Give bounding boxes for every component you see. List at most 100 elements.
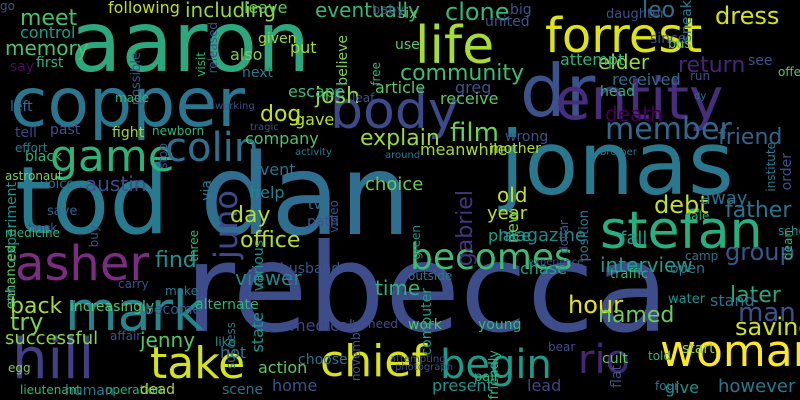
word-place: place [488, 226, 532, 245]
word-working: working [215, 101, 255, 112]
word-give: give [665, 378, 699, 397]
word-old: old [497, 183, 528, 207]
word-order: order [779, 153, 795, 191]
word-chase: chase [520, 259, 567, 278]
word-fall: fall [620, 228, 648, 249]
word-jonas: jonas [500, 112, 734, 215]
word-viewer: viewer [235, 266, 302, 290]
word-action: action [258, 358, 308, 377]
word-choice: choice [365, 174, 424, 195]
word-effort: effort [15, 141, 48, 155]
word-leaf: leaf [352, 91, 375, 105]
word-gave: gave [295, 110, 335, 129]
word-released: released [206, 22, 220, 74]
word-named: named [598, 303, 675, 328]
word-around: around [385, 150, 421, 161]
word-forrest: forrest [545, 8, 703, 64]
word-find: find [155, 248, 197, 273]
word-three: three [187, 230, 201, 262]
word-escape: escape [288, 82, 345, 101]
word-hour: hour [568, 291, 623, 319]
word-jenny: jenny [140, 328, 196, 352]
word-copper: copper [10, 64, 246, 143]
word-voice: voice [40, 177, 75, 192]
word-united: united [485, 14, 530, 30]
word-article: article [375, 78, 426, 97]
word-daughter: daughter [606, 7, 666, 22]
word-present: present [432, 376, 493, 395]
word-later: later [730, 283, 781, 308]
word-given: given [258, 31, 297, 47]
word-day: day [230, 203, 271, 228]
word-green: green [409, 225, 423, 260]
word-fight: fight [112, 125, 145, 141]
word-chief: chief [320, 336, 427, 387]
word-entity: entity [555, 65, 724, 133]
word-video: video [327, 200, 341, 233]
word-black: black [25, 149, 63, 165]
word-camp: camp [685, 249, 719, 263]
word-received: received [612, 70, 681, 89]
word-bear: bear [548, 340, 576, 354]
word-need: need [368, 317, 398, 331]
word-saving: saving [735, 313, 800, 341]
word-lead: lead [527, 376, 562, 395]
word-control: control [20, 23, 76, 42]
word-clone: clone [445, 0, 510, 26]
word-stand: stand [710, 291, 755, 310]
word-interview: interview [600, 253, 693, 277]
word-dr: dr [520, 49, 596, 133]
word-institute: institute [764, 142, 778, 192]
word-activity: activity [295, 147, 332, 158]
word-film: film [450, 118, 499, 148]
word-return: return [678, 53, 746, 78]
word-rebecca: rebecca [185, 218, 669, 360]
word-wrong: wrong [505, 129, 549, 145]
word-open: open [670, 261, 705, 277]
word-computer: computer [419, 288, 435, 356]
word-take: take [150, 338, 246, 389]
word-away: away [700, 188, 748, 209]
word-woman: woman [660, 326, 800, 377]
word-leo: leo [642, 0, 676, 23]
word-time: time [375, 276, 421, 300]
word-austin: austin [85, 172, 147, 196]
word-dress: dress [715, 2, 780, 30]
word-flat: flat [609, 365, 625, 388]
word-sale: sale [685, 209, 710, 223]
word-told: told [648, 349, 671, 363]
word-successful: successful [5, 328, 99, 349]
word-attempt: attempt [560, 50, 625, 69]
word-pair: pair [474, 370, 500, 385]
word-experience: experience [528, 257, 584, 268]
word-choose: choose [298, 352, 348, 368]
word-buy: buy [87, 225, 101, 248]
word-group: group [725, 238, 795, 266]
word-tv: tv [308, 197, 322, 213]
word-medicine: medicine [5, 226, 60, 240]
word-various: various [251, 240, 267, 292]
word-increasingly: increasingly [70, 299, 155, 315]
word-colin: colin [165, 125, 260, 171]
word-offer: offer [778, 65, 800, 79]
word-believe: believe [335, 35, 351, 86]
word-member: member [605, 112, 732, 147]
word-receive: receive [440, 89, 499, 108]
word-young: young [478, 317, 522, 333]
word-success: success [224, 322, 238, 369]
word-say: say [10, 59, 35, 75]
word-mother: mother [490, 141, 541, 157]
word-via: via [199, 180, 215, 201]
word-tell: tell [15, 125, 37, 141]
word-magazine: magazine [498, 225, 586, 246]
word-lieutenant: lieutenant [20, 383, 82, 397]
word-baby: baby [372, 3, 405, 18]
word-use: use [395, 37, 420, 53]
word-office: office [240, 228, 301, 253]
word-greg: greg [455, 78, 492, 97]
word-november: november [349, 320, 363, 382]
word-human: human [65, 383, 114, 399]
word-see: see [748, 53, 773, 69]
word-event: event [250, 160, 296, 179]
word-game: game [50, 131, 175, 182]
